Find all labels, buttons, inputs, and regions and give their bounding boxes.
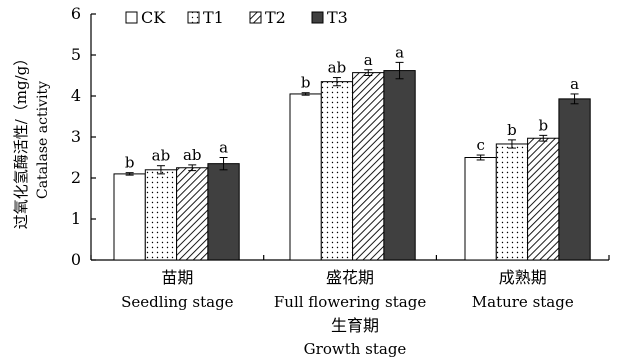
y-tick-label-0: 0 [71, 250, 81, 269]
x-axis-title: 生育期 Growth stage [304, 316, 407, 358]
y-axis-title: 过氧化氢酶活性/（mg/g） Catalase activity [12, 51, 51, 230]
sig-letter-t3-full-flowering-stage: a [395, 43, 404, 61]
y-tick-label-6: 6 [71, 4, 81, 23]
legend-label-t1: T1 [203, 8, 224, 27]
sig-letter-t3-mature-stage: a [570, 75, 579, 93]
bar-t3-mature-stage [558, 98, 591, 261]
bar-t3-seedling-stage [207, 163, 240, 261]
sig-letter-t3-seedling-stage: a [219, 139, 228, 157]
category-label-zh-1: 盛花期 [326, 268, 374, 287]
y-title-zh: 过氧化氢酶活性/（mg/g） [12, 51, 30, 230]
category-label-en-1: Full flowering stage [274, 293, 426, 311]
y-tick-label-5: 5 [71, 45, 81, 64]
bar-t1-mature-stage [495, 143, 529, 261]
legend-swatch-t3 [311, 11, 324, 24]
bar-t2-mature-stage [527, 137, 560, 261]
sig-letter-ck-mature-stage: c [476, 136, 484, 154]
x-title-en: Growth stage [304, 340, 407, 358]
category-label-en-0: Seedling stage [121, 293, 234, 311]
category-label-zh-0: 苗期 [161, 268, 193, 287]
chart-legend: CK T1 T2 T3 [125, 8, 348, 27]
sig-letter-t2-seedling-stage: ab [183, 146, 202, 164]
bar-ck-mature-stage [464, 157, 497, 261]
legend-label-ck: CK [141, 8, 166, 27]
sig-letter-ck-full-flowering-stage: b [301, 74, 311, 92]
sig-letter-t2-mature-stage: b [538, 116, 548, 134]
y-axis-ticks: 0 1 2 3 4 5 6 [71, 4, 96, 269]
bar-ck-seedling-stage [113, 173, 146, 261]
sig-letter-t1-full-flowering-stage: ab [328, 59, 347, 77]
sig-letter-t2-full-flowering-stage: a [364, 51, 373, 69]
x-title-zh: 生育期 [331, 316, 379, 335]
bar-t1-full-flowering-stage [320, 81, 354, 261]
category-label-en-2: Mature stage [472, 293, 574, 311]
bar-t3-full-flowering-stage [383, 70, 416, 261]
legend-label-t2: T2 [265, 8, 286, 27]
sig-letter-ck-seedling-stage: b [125, 154, 135, 172]
y-tick-label-4: 4 [71, 86, 81, 105]
x-axis-category-labels: 苗期 Seedling stage 盛花期 Full flowering stage 成… [121, 268, 574, 311]
bar-ck-full-flowering-stage [289, 93, 322, 261]
legend-label-t3: T3 [327, 8, 348, 27]
bar-t1-seedling-stage [144, 169, 178, 261]
y-tick-label-2: 2 [71, 168, 81, 187]
y-title-en: Catalase activity [35, 81, 51, 199]
category-label-zh-2: 成熟期 [499, 268, 547, 287]
legend-swatch-t1 [187, 11, 200, 24]
legend-swatch-ck [125, 11, 138, 24]
legend-swatch-t2 [249, 11, 262, 24]
bar-t2-seedling-stage [176, 167, 209, 261]
y-tick-label-1: 1 [71, 209, 81, 228]
sig-letter-t1-seedling-stage: ab [152, 147, 171, 165]
y-tick-label-3: 3 [71, 127, 81, 146]
bar-t2-full-flowering-stage [352, 72, 385, 261]
sig-letter-t1-mature-stage: b [507, 121, 517, 139]
